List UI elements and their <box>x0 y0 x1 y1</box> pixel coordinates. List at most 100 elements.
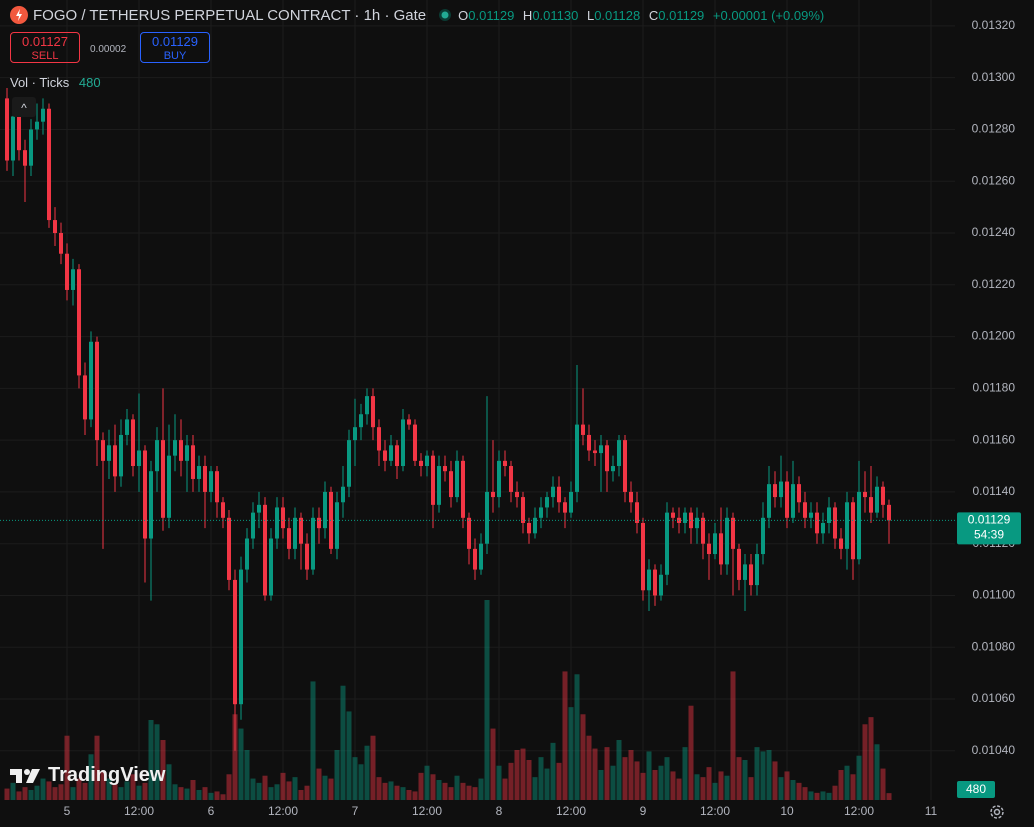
sell-button[interactable]: 0.01127 SELL <box>10 32 80 63</box>
candle-body <box>653 569 657 596</box>
volume-bar <box>400 787 406 800</box>
x-tick-label: 12:00 <box>124 804 154 818</box>
volume-bar <box>544 768 550 800</box>
volume-bar <box>670 771 676 800</box>
candle-body <box>635 502 639 523</box>
volume-bar <box>16 791 22 800</box>
last-price-badge <box>957 512 1021 545</box>
volume-bar <box>646 751 652 800</box>
ohlc: O0.01129 H0.01130 L0.01128 C0.01129 +0.0… <box>458 8 829 23</box>
candle-body <box>83 375 87 420</box>
candle-body <box>743 564 747 580</box>
volume-bar <box>460 782 466 800</box>
volume-bar <box>568 707 574 800</box>
candle-body <box>611 466 615 472</box>
volume-bar <box>58 784 64 800</box>
candle-body <box>353 427 357 441</box>
y-tick-label: 0.01280 <box>972 122 1016 136</box>
ohlc-value: 0.01130 <box>532 7 579 23</box>
volume-bar <box>820 791 826 800</box>
volume-bar <box>598 770 604 800</box>
collapse-button[interactable]: ^ <box>12 97 36 117</box>
candle-body <box>191 445 195 479</box>
volume-bar <box>226 774 232 800</box>
candle-body <box>521 497 525 523</box>
volume-bar <box>34 785 40 800</box>
candle-body <box>287 528 291 549</box>
candle-body <box>251 512 255 539</box>
candle-body <box>467 517 471 549</box>
candle-body <box>485 491 489 544</box>
x-tick-label: 9 <box>640 804 647 818</box>
volume-bar <box>286 781 292 800</box>
countdown: 54:39 <box>974 528 1004 542</box>
volume-bar <box>364 745 370 800</box>
candle-body <box>413 424 417 461</box>
volume-bar <box>604 747 610 800</box>
volume-bar <box>40 778 46 800</box>
volume-bar <box>52 787 58 800</box>
candle-body <box>263 504 267 596</box>
watermark-text: TradingView <box>48 764 166 786</box>
candle-body <box>173 440 177 456</box>
candle-body <box>557 486 561 503</box>
buy-label: BUY <box>163 50 187 62</box>
ohlc-label: L <box>586 7 595 23</box>
candle-body <box>101 440 105 461</box>
candle-body <box>737 548 741 580</box>
volume-bar <box>106 778 112 800</box>
candle-body <box>539 507 543 518</box>
candle-body <box>881 486 885 505</box>
volume-bar <box>766 750 772 800</box>
volume-bar <box>346 711 352 800</box>
volume-bar <box>232 714 238 800</box>
header: FOGO / TETHERUS PERPETUAL CONTRACT · 1h … <box>10 6 829 24</box>
candle-body <box>599 445 603 454</box>
y-tick-label: 0.01100 <box>973 588 1016 602</box>
volume-bar <box>220 794 226 800</box>
candle-body <box>167 455 171 518</box>
volume-bar <box>70 787 76 800</box>
volume-bar <box>118 787 124 800</box>
candle-body <box>791 484 795 518</box>
candle-body <box>515 491 519 498</box>
volume-bar <box>340 685 346 800</box>
candle-body <box>869 497 873 513</box>
buy-button[interactable]: 0.01129 BUY <box>140 32 210 63</box>
candle-body <box>845 502 849 549</box>
candle-body <box>143 450 147 539</box>
volume-bar <box>532 777 538 800</box>
status-dot <box>439 9 452 21</box>
volume-bar <box>430 774 436 800</box>
candle-body <box>731 517 735 549</box>
candle-body <box>659 574 663 596</box>
settings-button[interactable] <box>987 802 1007 822</box>
volume-bar <box>814 792 820 800</box>
candle-body <box>113 445 117 477</box>
volume-bar <box>664 757 670 800</box>
candle-body <box>533 517 537 534</box>
candle-body <box>359 414 363 428</box>
candle-body <box>875 486 879 513</box>
candle-body <box>215 471 219 503</box>
candle-body <box>509 466 513 492</box>
volume-bar <box>142 782 148 800</box>
x-tick-label: 7 <box>352 804 359 818</box>
volume-bar <box>676 778 682 800</box>
volume-bar <box>124 781 130 800</box>
candle-body <box>293 517 297 549</box>
volume-bar <box>88 754 94 800</box>
candle-body <box>155 440 159 472</box>
volume-bar <box>160 740 166 800</box>
volume-bar <box>82 782 88 800</box>
candle-body <box>431 455 435 505</box>
candle-body <box>197 466 201 479</box>
change: +0.00001 (+0.09%) <box>712 7 825 23</box>
volume-bar <box>850 774 856 800</box>
candle-body <box>149 471 153 539</box>
volume-bar <box>46 781 52 800</box>
x-tick-label: 11 <box>925 804 938 818</box>
candle-body <box>209 471 213 492</box>
candle-body <box>641 522 645 591</box>
volume-bar <box>136 785 142 800</box>
